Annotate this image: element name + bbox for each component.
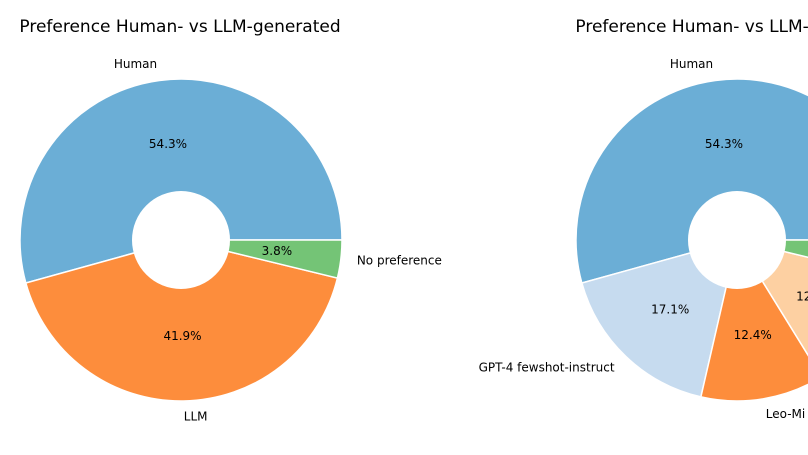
- value-label: 41.9%: [163, 329, 201, 343]
- category-label: Leo-Mi: [766, 407, 805, 421]
- category-label: Human: [114, 57, 157, 71]
- category-label: LLM: [184, 410, 208, 424]
- category-label: GPT-4 fewshot-instruct: [479, 360, 615, 374]
- value-label: 54.3%: [705, 137, 743, 151]
- pie-slice: [699, 238, 808, 402]
- donut-hole: [688, 191, 786, 289]
- value-label: 12.4%: [734, 328, 772, 342]
- value-label: 17.1%: [651, 302, 689, 316]
- donut-hole: [132, 191, 230, 289]
- chart-title: Preference Human- vs LLM-generated: [19, 17, 340, 37]
- pie-slice: [735, 238, 808, 357]
- value-label: 3.8%: [262, 244, 293, 258]
- pie-slice: [580, 238, 739, 398]
- value-label: 12.4%: [796, 289, 808, 303]
- value-label: 54.3%: [149, 137, 187, 151]
- pie-slice: [19, 78, 343, 284]
- category-label: Human: [670, 57, 713, 71]
- chart-title: Preference Human- vs LLM-generated: [575, 17, 808, 37]
- category-label: No preference: [357, 254, 442, 268]
- pie-slice: [24, 239, 339, 402]
